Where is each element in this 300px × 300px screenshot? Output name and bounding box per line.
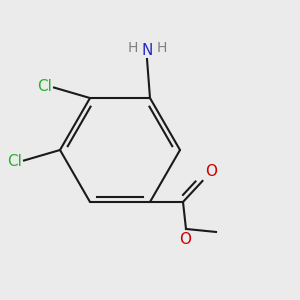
Text: O: O: [206, 164, 218, 178]
Text: O: O: [179, 232, 191, 247]
Text: H: H: [128, 40, 138, 55]
Text: Cl: Cl: [37, 79, 52, 94]
Text: H: H: [156, 40, 167, 55]
Text: Cl: Cl: [7, 154, 22, 169]
Text: N: N: [141, 43, 153, 58]
